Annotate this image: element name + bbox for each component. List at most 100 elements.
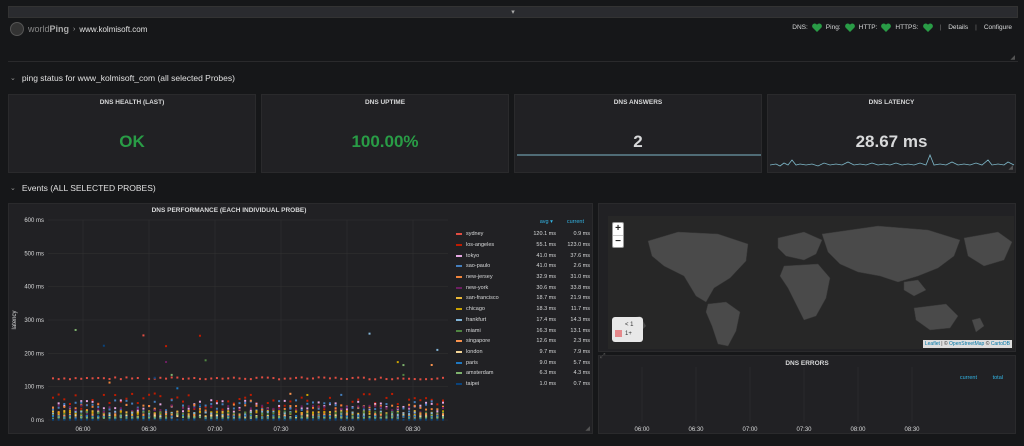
world-map-continents: [625, 225, 1013, 347]
data-point: [210, 415, 213, 418]
legend-current-header[interactable]: current: [566, 219, 584, 225]
data-point: [306, 414, 309, 417]
data-point: [419, 406, 422, 409]
stat-value: OK: [119, 132, 145, 151]
legend-item[interactable]: frankfurt 17.4 ms 14.3 ms: [456, 315, 590, 326]
data-point: [63, 405, 66, 408]
data-point: [295, 376, 298, 379]
legend-item[interactable]: new-jersey 32.9 ms 31.0 ms: [456, 272, 590, 283]
legend-item[interactable]: san-francisco 18.7 ms 21.9 ms: [456, 293, 590, 304]
legend-item[interactable]: london 9.7 ms 7.9 ms: [456, 347, 590, 358]
site-name[interactable]: www.kolmisoft.com: [79, 24, 148, 34]
legend-avg-sort[interactable]: avg ▾: [539, 219, 553, 225]
data-point: [215, 418, 218, 421]
details-link[interactable]: Details: [948, 24, 969, 31]
data-point: [244, 399, 247, 402]
resize-handle-icon[interactable]: ◢: [1010, 55, 1015, 61]
data-point: [272, 377, 275, 380]
chevron-down-icon[interactable]: ⌄: [10, 185, 16, 192]
data-point: [362, 408, 365, 411]
errors-total-header[interactable]: total: [992, 375, 1003, 381]
resize-handle-icon[interactable]: ◢: [585, 426, 590, 432]
data-point: [108, 414, 111, 417]
data-point: [419, 399, 422, 402]
legend-series-name: sydney: [466, 231, 484, 238]
row-header-events[interactable]: ⌄ Events (ALL SELECTED PROBES): [10, 183, 156, 193]
legend-item[interactable]: amsterdam 6.3 ms 4.3 ms: [456, 368, 590, 379]
chevron-down-icon[interactable]: ⌄: [10, 75, 16, 82]
legend-current-value: 11.7 ms: [570, 306, 590, 313]
legend-swatch: [456, 361, 462, 364]
data-point: [114, 413, 117, 416]
data-point: [57, 418, 60, 421]
data-point: [136, 418, 139, 421]
data-point: [334, 410, 337, 413]
panel-title: DNS PERFORMANCE (EACH INDIVIDUAL PROBE): [151, 207, 307, 214]
legend-item[interactable]: tokyo 41.0 ms 37.6 ms: [456, 250, 590, 261]
legend-item[interactable]: chicago 18.3 ms 11.7 ms: [456, 304, 590, 315]
legend-item[interactable]: sydney 120.1 ms 0.9 ms: [456, 229, 590, 240]
data-point: [187, 405, 190, 408]
legend-series-name: amsterdam: [466, 370, 494, 377]
data-point: [278, 410, 281, 413]
data-point: [52, 396, 54, 399]
data-point: [97, 408, 100, 411]
data-point: [317, 411, 320, 414]
brand[interactable]: worldPing › www.kolmisoft.com: [10, 22, 147, 36]
data-point: [57, 413, 60, 416]
data-point: [328, 377, 331, 380]
caret-down-icon[interactable]: ▾: [511, 9, 515, 16]
legend-item[interactable]: new-york 30.6 ms 33.8 ms: [456, 282, 590, 293]
stat-value: 100.00%: [351, 132, 419, 151]
legend-current-value: 37.6 ms: [570, 252, 590, 259]
cartodb-link[interactable]: CartoDB: [990, 341, 1010, 347]
data-point: [391, 409, 394, 412]
data-point: [334, 412, 337, 415]
data-point: [278, 407, 281, 410]
legend-swatch: [456, 372, 462, 375]
data-point: [295, 410, 298, 413]
data-point: [249, 417, 252, 420]
y-tick-label: 0 ms: [31, 418, 44, 424]
data-point: [300, 408, 303, 411]
expand-icon[interactable]: ⤢: [600, 353, 606, 360]
legend-avg-value: 16.3 ms: [536, 327, 556, 334]
data-point: [136, 412, 139, 415]
data-point: [328, 402, 331, 405]
data-point: [312, 401, 314, 404]
data-point: [198, 334, 201, 337]
x-tick-label: 08:30: [904, 427, 920, 433]
data-point: [402, 364, 405, 367]
legend-item[interactable]: sao-paulo 41.0 ms 2.6 ms: [456, 261, 590, 272]
resize-handle-icon[interactable]: ◢: [1008, 165, 1013, 171]
data-point: [379, 410, 382, 413]
leaflet-link[interactable]: Leaflet: [924, 341, 940, 347]
top-collapse-bar[interactable]: ▾: [8, 6, 1018, 18]
zoom-out-button[interactable]: −: [613, 235, 623, 247]
legend-item[interactable]: los-angeles 55.1 ms 123.0 ms: [456, 240, 590, 251]
legend-item[interactable]: paris 9.0 ms 5.7 ms: [456, 357, 590, 368]
legend-item[interactable]: taipei 1.0 ms 0.7 ms: [456, 379, 590, 390]
data-point: [68, 410, 71, 413]
world-map[interactable]: + − < 1 1+ Leaflet | © OpenStreetMap © C…: [608, 216, 1014, 349]
legend-item[interactable]: singapore 12.6 ms 2.3 ms: [456, 336, 590, 347]
data-point: [334, 402, 337, 405]
data-point: [317, 414, 320, 417]
data-point: [187, 418, 190, 421]
data-point: [249, 413, 252, 416]
data-point: [108, 401, 111, 404]
data-point: [255, 404, 258, 407]
errors-current-header[interactable]: current: [959, 375, 977, 381]
data-point: [63, 413, 66, 416]
data-point: [340, 407, 343, 410]
data-point: [391, 412, 394, 415]
row-header-ping-status[interactable]: ⌄ ping status for www_kolmisoft_com (all…: [10, 73, 235, 83]
legend-item[interactable]: miami 16.3 ms 13.1 ms: [456, 325, 590, 336]
data-point: [374, 378, 377, 381]
zoom-in-button[interactable]: +: [615, 223, 621, 234]
osm-link[interactable]: OpenStreetMap: [949, 341, 985, 347]
configure-link[interactable]: Configure: [983, 24, 1012, 31]
data-point: [419, 413, 422, 416]
data-point: [232, 418, 235, 421]
attribution-separator: ©: [984, 341, 991, 347]
